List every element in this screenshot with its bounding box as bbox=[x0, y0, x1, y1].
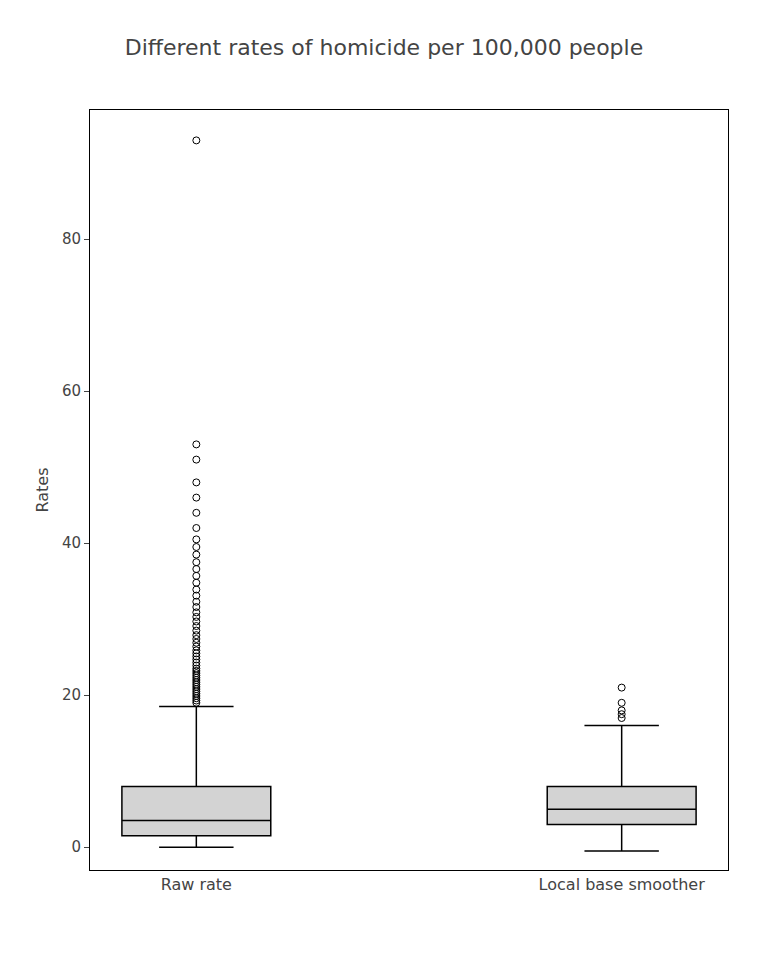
svg-text:60: 60 bbox=[62, 382, 81, 400]
svg-text:20: 20 bbox=[62, 686, 81, 704]
svg-text:0: 0 bbox=[71, 838, 81, 856]
svg-text:Rates: Rates bbox=[33, 467, 52, 512]
svg-text:Local base smoother: Local base smoother bbox=[539, 875, 706, 894]
svg-text:Raw rate: Raw rate bbox=[161, 875, 232, 894]
svg-text:80: 80 bbox=[62, 230, 81, 248]
svg-text:40: 40 bbox=[62, 534, 81, 552]
svg-text:Different rates of homicide pe: Different rates of homicide per 100,000 … bbox=[125, 35, 643, 60]
